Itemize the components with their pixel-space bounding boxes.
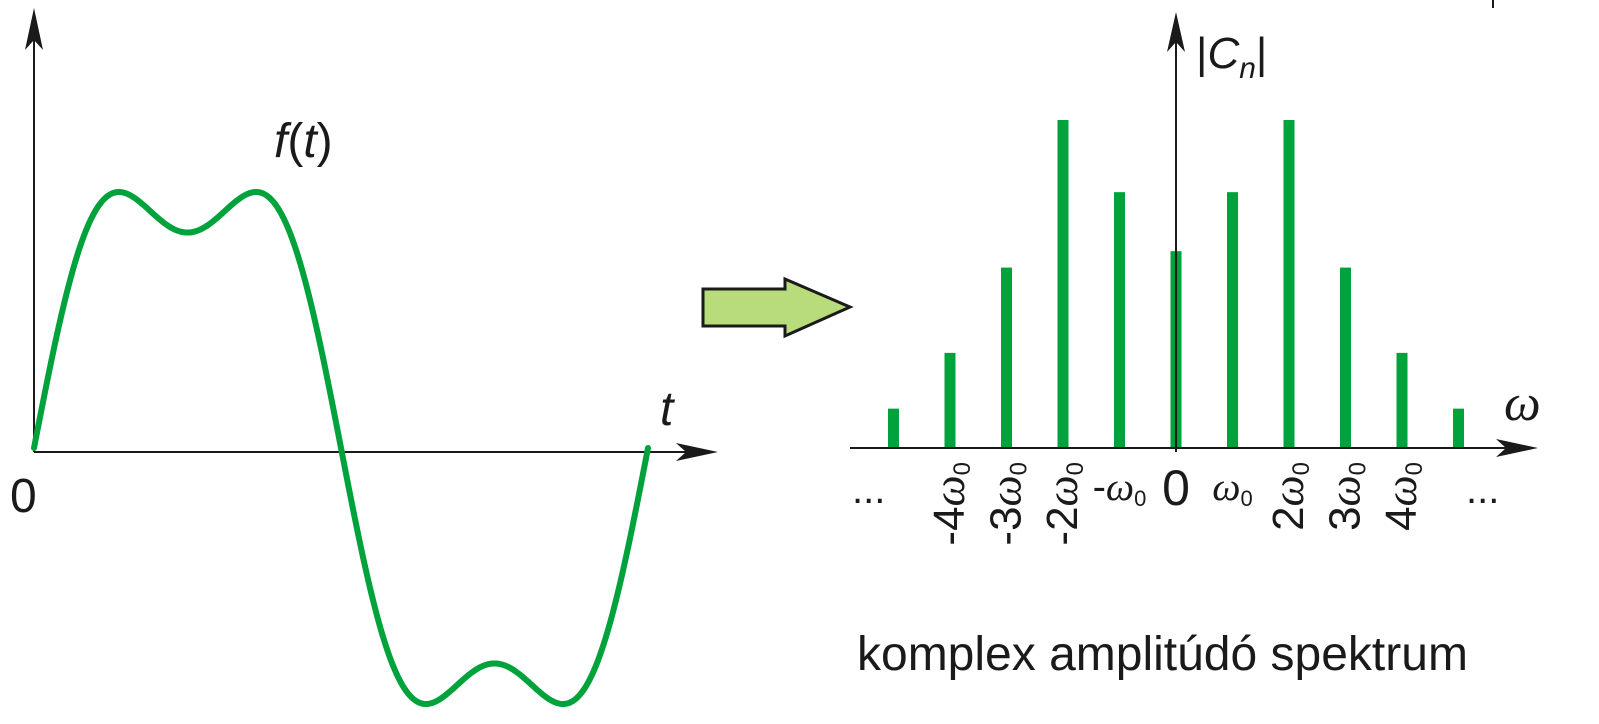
tick-label-n1-sub: 0 [1241, 486, 1253, 511]
spectrum-line-n5 [1453, 408, 1464, 448]
origin-label: 0 [10, 470, 37, 523]
spectrum-line-nm5 [888, 408, 899, 448]
tick-label-n1: ω0 [1212, 464, 1253, 511]
tick-label-n0: 0 [1162, 460, 1190, 516]
tick-label-n4-group: 4ω0 [1377, 462, 1428, 531]
ellipsis-left: ... [852, 468, 885, 512]
tick-label-nm3-symbol: ω [982, 475, 1031, 506]
function-open-paren: ( [287, 115, 303, 168]
tick-label-n3: 3ω0 [1321, 462, 1372, 531]
spectrum-line-n3 [1340, 267, 1351, 448]
tick-label-n1-symbol: ω [1212, 464, 1240, 509]
tick-label-nm4-sub: 0 [949, 462, 976, 475]
spectrum-y-axis-arrowhead [1167, 12, 1185, 52]
tick-label-nm2-symbol: ω [1038, 475, 1087, 506]
signal-waveform [31, 189, 651, 707]
tick-label-nm2-sub: 0 [1062, 462, 1089, 475]
right-arrow-icon [701, 276, 854, 339]
tick-label-nm4: -4ω0 [925, 462, 976, 546]
tick-label-n2-coef: 2 [1264, 506, 1313, 530]
spectrum-line-n2 [1283, 120, 1295, 448]
tick-label-nm4-coef: -4 [925, 506, 974, 545]
spectrum-line-nm1 [1114, 192, 1125, 448]
spectrum-line-nm4 [944, 352, 956, 448]
tick-label-n2: 2ω0 [1264, 462, 1315, 531]
time-y-axis-arrowhead [25, 8, 43, 50]
tick-label-n2-symbol: ω [1264, 475, 1313, 506]
spectrum-x-axis-arrowhead [1496, 439, 1538, 457]
ellipsis-right: ... [1466, 468, 1499, 512]
magnitude-bar-right: | [1256, 29, 1267, 78]
tick-label-nm3-coef: -3 [982, 506, 1031, 545]
tick-label-n3-symbol: ω [1321, 475, 1370, 506]
spectrum-line-n1 [1227, 192, 1238, 448]
tick-label-nm3-group: -3ω0 [982, 462, 1033, 546]
magnitude-subscript: n [1239, 52, 1256, 85]
tick-label-nm3: -3ω0 [982, 462, 1033, 546]
tick-label-nm1-sub: 0 [1134, 486, 1146, 511]
tick-label-nm3-sub: 0 [1006, 462, 1033, 475]
time-x-axis-arrowhead [676, 443, 718, 461]
spectrum-caption: komplex amplitúdó spektrum [857, 628, 1468, 681]
frequency-axis-label: ω [1504, 375, 1541, 432]
tick-label-nm2: -2ω0 [1038, 462, 1089, 546]
time-domain-plot: f(t) t 0 [10, 8, 718, 707]
function-close-paren: ) [317, 115, 333, 168]
tick-label-n4: 4ω0 [1377, 462, 1428, 531]
function-argument: t [303, 115, 318, 168]
tick-label-nm1-coef: - [1093, 465, 1106, 509]
tick-label-n2-sub: 0 [1288, 462, 1315, 475]
tick-label-n4-symbol: ω [1377, 475, 1426, 506]
tick-label-n2-group: 2ω0 [1264, 462, 1315, 531]
tick-label-nm2-coef: -2 [1038, 506, 1087, 545]
time-axis-label: t [660, 383, 675, 436]
tick-label-n4-coef: 4 [1377, 506, 1426, 530]
tick-label-n3-group: 3ω0 [1321, 462, 1372, 531]
tick-label-nm1-symbol: ω [1106, 464, 1134, 509]
magnitude-bar-left: | [1196, 29, 1207, 78]
tick-label-n3-sub: 0 [1345, 462, 1372, 475]
tick-label-n4-sub: 0 [1401, 462, 1428, 475]
spectrum-line-nm3 [1001, 267, 1012, 448]
tick-label-nm2-group: -2ω0 [1038, 462, 1089, 546]
tick-label-n3-coef: 3 [1321, 506, 1370, 530]
magnitude-label: |Cn| [1196, 29, 1267, 85]
function-label: f(t) [274, 115, 333, 168]
magnitude-symbol: C [1207, 29, 1240, 78]
tick-label-nm4-symbol: ω [925, 475, 974, 506]
spectrum-line-n4 [1396, 352, 1408, 448]
tick-label-nm4-group: -4ω0 [925, 462, 976, 546]
spectrum-line-nm2 [1057, 120, 1069, 448]
tick-label-nm1: -ω0 [1093, 464, 1147, 511]
